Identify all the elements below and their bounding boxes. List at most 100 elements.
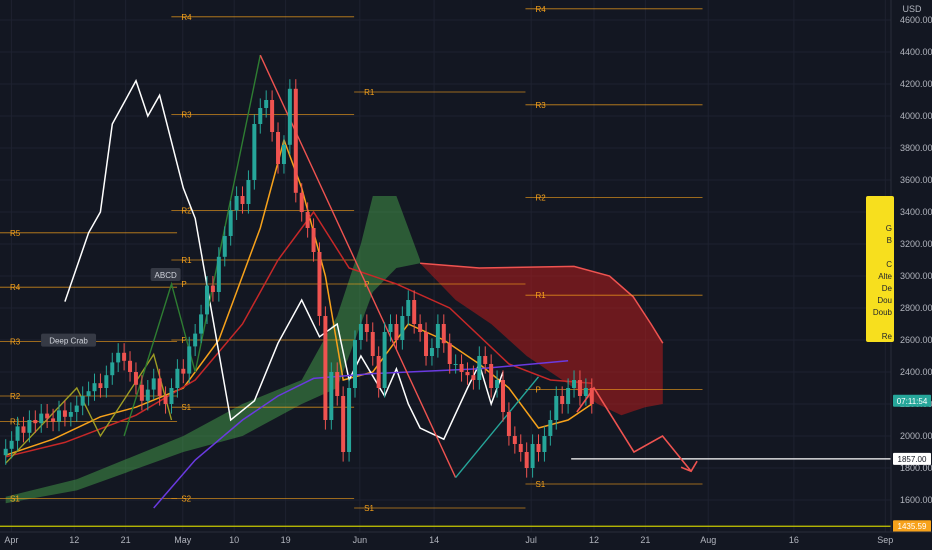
candle-body: [204, 285, 209, 315]
x-tick-label: 12: [69, 535, 79, 545]
candle-body: [352, 340, 357, 388]
note-line: G: [885, 224, 892, 233]
candle-body: [388, 324, 393, 332]
y-tick-label: 3200.00: [900, 239, 932, 249]
indicator-line-3: [64, 78, 504, 441]
pattern-bear-pattern: [259, 54, 457, 478]
candle-body: [181, 368, 186, 374]
y-tick-label: 3800.00: [900, 143, 932, 153]
candle-body: [187, 346, 192, 374]
candle-body: [560, 396, 565, 404]
candle-body: [104, 375, 109, 388]
candle-body: [323, 316, 328, 420]
pivot-label: R1: [535, 291, 546, 300]
candle-body: [9, 440, 14, 449]
x-tick-label: May: [174, 535, 192, 545]
candle-body: [506, 412, 511, 436]
note-line: De: [881, 284, 892, 293]
candle-body: [518, 444, 523, 452]
candle-body: [252, 124, 257, 180]
candle-body: [471, 375, 476, 380]
candle-body: [400, 316, 405, 340]
candle-body: [477, 356, 482, 380]
pivot-label: P: [181, 336, 186, 345]
pattern-tag-box: [41, 333, 97, 347]
candle-body: [441, 324, 446, 344]
price-label-text: 1857.00: [898, 455, 927, 464]
candle-body: [21, 426, 26, 433]
candle-body: [92, 383, 97, 392]
candle-body: [589, 388, 594, 404]
candle-body: [246, 180, 251, 204]
candle-body: [465, 372, 470, 376]
candle-body: [222, 236, 227, 257]
candle-body: [424, 332, 429, 356]
y-tick-label: 3400.00: [900, 207, 932, 217]
candle-body: [175, 368, 180, 388]
candle-body: [542, 436, 547, 452]
candle-body: [193, 333, 198, 347]
candle-body: [495, 380, 500, 388]
note-line: Re: [881, 332, 892, 341]
x-tick-label: 14: [429, 535, 439, 545]
candle-body: [524, 452, 529, 468]
candle-body: [163, 396, 168, 404]
candle-body: [554, 396, 559, 420]
indicator-line-2: [5, 210, 592, 458]
pivot-label: R3: [10, 338, 21, 347]
candle-body: [341, 396, 346, 452]
y-tick-label: 2600.00: [900, 335, 932, 345]
candle-body: [305, 212, 310, 228]
candle-body: [122, 352, 127, 361]
candle-body: [281, 144, 286, 164]
candle-body: [128, 360, 133, 372]
candle-body: [293, 88, 298, 193]
candle-body: [39, 413, 44, 424]
candle-body: [566, 388, 571, 404]
strategy-note-panel[interactable]: G B C Alte De Dou Doub Re: [866, 196, 894, 342]
candle-body: [435, 324, 440, 348]
time-axis-background: [0, 532, 932, 550]
candle-body: [311, 228, 316, 252]
candle-body: [358, 324, 363, 340]
candle-body: [210, 285, 215, 292]
candle-body: [56, 410, 61, 422]
time-axis: Apr 12 21 May 10 19 Jun 14 Jul 12 21 Aug 16 Sep: [0, 531, 932, 550]
candle-body: [512, 436, 517, 444]
pivot-group-B: R4 R3 R2 R1 P P S1 S2: [171, 13, 355, 503]
candle-body: [270, 100, 275, 132]
candle-body: [51, 418, 56, 422]
pattern-tag-box: [150, 268, 181, 281]
pivot-label: R4: [181, 13, 192, 22]
candle-body: [169, 388, 174, 404]
pattern-tag-label: ABCD: [155, 271, 177, 280]
x-tick-label: 19: [281, 535, 291, 545]
candle-body: [453, 364, 458, 365]
candle-body: [27, 420, 32, 433]
pivot-label: R1: [181, 256, 192, 265]
pivot-label: P: [535, 386, 540, 395]
x-tick-label: Jun: [353, 535, 368, 545]
candle-body: [500, 380, 505, 412]
candle-body: [329, 372, 334, 420]
candle-body: [199, 314, 204, 334]
candle-body: [429, 348, 434, 356]
candle-body: [447, 343, 452, 364]
candle-body: [151, 378, 156, 390]
pattern-tag-label: Deep Crab: [49, 337, 88, 346]
currency-label: USD: [902, 4, 922, 14]
candle-body: [157, 378, 162, 396]
indicator-line-1: [5, 137, 593, 456]
note-line: B: [886, 236, 892, 245]
price-label-box: [893, 394, 931, 407]
pivot-label: P: [181, 280, 186, 289]
candle-body: [86, 391, 91, 396]
x-tick-label: 21: [640, 535, 650, 545]
candle-body: [33, 420, 38, 424]
pivot-label: S1: [181, 403, 191, 412]
projection-arrow: [680, 460, 698, 473]
candle-body: [240, 196, 245, 204]
pivot-label: R1: [10, 418, 21, 427]
